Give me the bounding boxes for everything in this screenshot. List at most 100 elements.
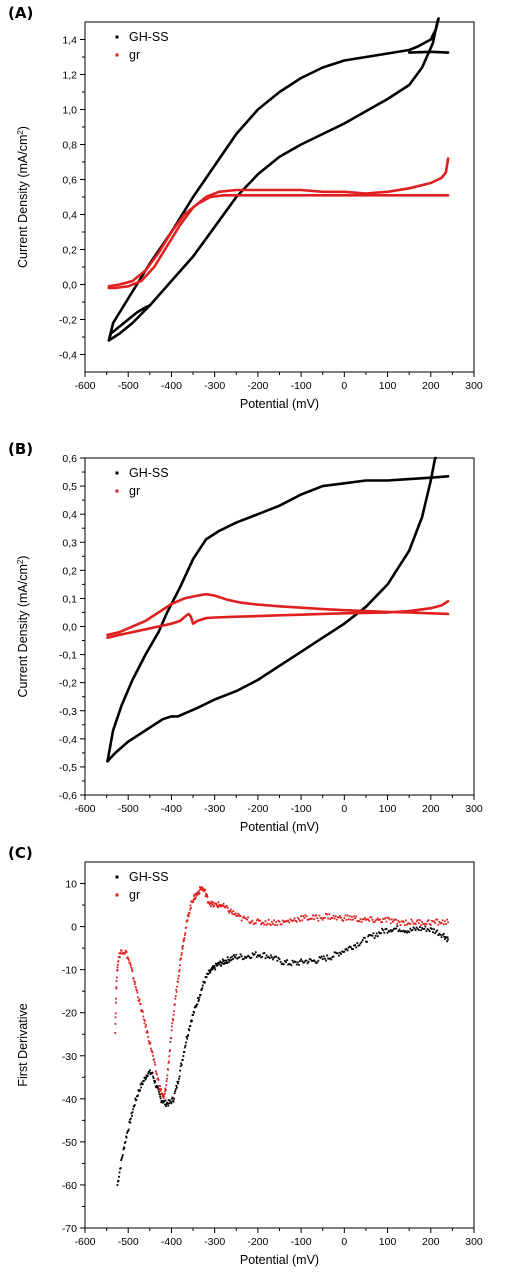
data-point	[440, 936, 443, 939]
data-point	[208, 903, 211, 906]
data-point	[285, 961, 287, 964]
data-point	[165, 1089, 167, 1091]
data-point	[319, 956, 322, 959]
y-tick-label: -30	[62, 1051, 77, 1063]
data-point	[424, 925, 427, 928]
data-point	[222, 963, 225, 965]
data-point	[320, 917, 323, 919]
data-point	[172, 1013, 175, 1016]
data-point	[389, 929, 392, 931]
data-point	[415, 920, 418, 923]
y-tick-label: -0,2	[59, 678, 77, 690]
x-tick-label: 200	[422, 803, 440, 815]
data-point	[229, 908, 232, 911]
data-point	[172, 1100, 175, 1103]
data-point	[228, 959, 231, 962]
data-point	[180, 954, 183, 956]
data-point	[435, 918, 438, 921]
data-point	[344, 948, 347, 951]
data-point	[213, 905, 216, 908]
data-point	[253, 953, 256, 956]
data-point	[193, 1011, 196, 1014]
data-point	[356, 920, 359, 923]
data-point	[273, 919, 275, 922]
data-point	[135, 988, 138, 991]
data-point	[228, 911, 231, 914]
data-point	[352, 918, 354, 921]
data-point	[171, 1018, 174, 1020]
data-point	[207, 973, 210, 976]
data-point	[212, 901, 214, 904]
data-point	[222, 902, 225, 905]
data-point	[115, 987, 118, 990]
data-point	[164, 1099, 167, 1102]
data-point	[446, 918, 448, 921]
data-point	[167, 1068, 170, 1071]
data-point	[225, 960, 228, 963]
data-point	[142, 1015, 145, 1018]
data-point	[189, 1020, 192, 1023]
data-point	[124, 949, 127, 952]
legend-entry: gr	[129, 484, 140, 498]
data-point	[179, 1069, 181, 1072]
data-point	[341, 919, 344, 921]
y-axis-label-main: First Derivative	[16, 1003, 30, 1086]
x-tick-label: -300	[204, 380, 225, 392]
y-axis-label-end: )	[16, 556, 30, 560]
data-point	[168, 1050, 171, 1053]
data-point	[355, 915, 358, 918]
x-tick-label: -600	[74, 803, 95, 815]
data-point	[231, 913, 234, 915]
data-point	[211, 966, 213, 969]
data-point	[131, 1114, 133, 1117]
data-point	[442, 923, 445, 926]
data-point	[286, 920, 288, 922]
data-point	[167, 1104, 170, 1107]
data-point	[215, 963, 218, 966]
data-point	[372, 921, 375, 923]
data-point	[143, 1022, 146, 1025]
data-point	[427, 928, 430, 931]
data-point	[168, 1102, 171, 1105]
data-point	[153, 1079, 156, 1082]
data-point	[232, 954, 235, 956]
data-point	[137, 996, 139, 999]
data-point	[256, 954, 259, 957]
data-point	[251, 952, 254, 955]
data-point	[219, 961, 222, 964]
data-point	[382, 918, 385, 920]
data-point	[127, 1130, 130, 1132]
data-point	[179, 964, 181, 967]
x-tick-label: 100	[379, 803, 397, 815]
data-point	[309, 918, 312, 920]
data-point	[163, 1100, 166, 1103]
data-point	[208, 969, 211, 972]
data-point	[432, 931, 434, 934]
data-point	[189, 908, 191, 911]
data-point	[325, 912, 327, 915]
data-point	[385, 920, 388, 923]
data-point	[185, 1035, 188, 1038]
data-point	[195, 893, 198, 896]
data-point	[387, 930, 390, 932]
data-point	[262, 952, 265, 955]
data-point	[178, 1075, 181, 1078]
data-point	[174, 1003, 176, 1006]
data-point	[124, 1140, 127, 1143]
data-point	[352, 948, 354, 950]
data-point	[145, 1024, 147, 1027]
data-point	[179, 1065, 182, 1068]
data-point	[276, 959, 279, 962]
legend-marker	[115, 489, 119, 493]
data-point	[376, 917, 379, 920]
data-point	[323, 957, 326, 960]
data-point	[175, 989, 178, 991]
data-point	[192, 898, 195, 901]
data-point	[185, 1041, 187, 1044]
data-point	[188, 912, 191, 915]
data-point	[361, 939, 364, 941]
data-point	[408, 922, 411, 925]
data-point	[133, 1105, 136, 1108]
data-point	[306, 962, 309, 965]
